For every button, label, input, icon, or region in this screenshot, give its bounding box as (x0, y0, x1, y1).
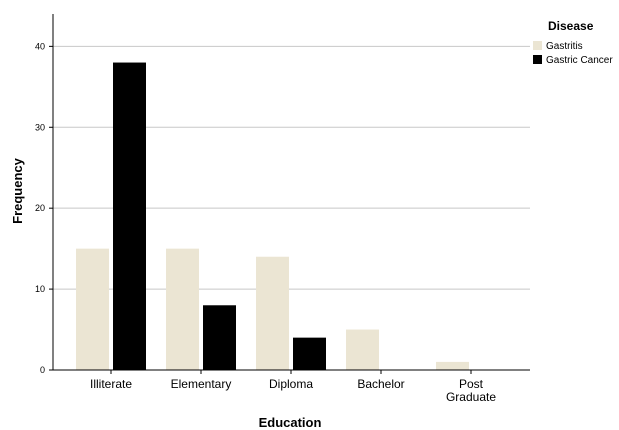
legend-swatch-gastritis (533, 41, 542, 50)
y-tick-label: 20 (35, 203, 45, 213)
y-tick-label: 0 (40, 365, 45, 375)
x-axis-title: Education (259, 415, 322, 430)
x-tick-label: Elementary (171, 377, 232, 391)
legend-swatch-gastric-cancer (533, 55, 542, 64)
bar-gastric-cancer (113, 62, 146, 370)
y-tick-label: 30 (35, 122, 45, 132)
bar-gastritis (256, 256, 289, 370)
x-tick-label: Illiterate (90, 377, 132, 391)
bar-gastritis (76, 248, 109, 370)
legend-title: Disease (548, 19, 594, 33)
legend-label-gastritis: Gastritis (546, 41, 583, 52)
bar-gastritis (166, 248, 199, 370)
y-tick-label: 40 (35, 41, 45, 51)
x-tick-label: Post (459, 377, 484, 391)
y-axis-title: Frequency (10, 157, 25, 224)
x-tick-label: Bachelor (357, 377, 404, 391)
x-axis-ticks: Illiterate Elementary Diploma Bachelor PostG… (90, 370, 496, 404)
bars (76, 62, 469, 370)
legend-label-gastric-cancer: Gastric Cancer (546, 55, 613, 66)
bar-gastritis (346, 329, 379, 370)
y-tick-label: 10 (35, 284, 45, 294)
bar-gastritis (436, 361, 469, 370)
bar-gastric-cancer (203, 305, 236, 370)
y-axis-ticks: 0 10 20 30 40 (35, 41, 53, 375)
x-tick-label: Graduate (446, 390, 496, 404)
bar-gastric-cancer (293, 337, 326, 370)
x-tick-label: Diploma (269, 377, 313, 391)
legend: Disease Gastritis Gastric Cancer (533, 19, 613, 66)
